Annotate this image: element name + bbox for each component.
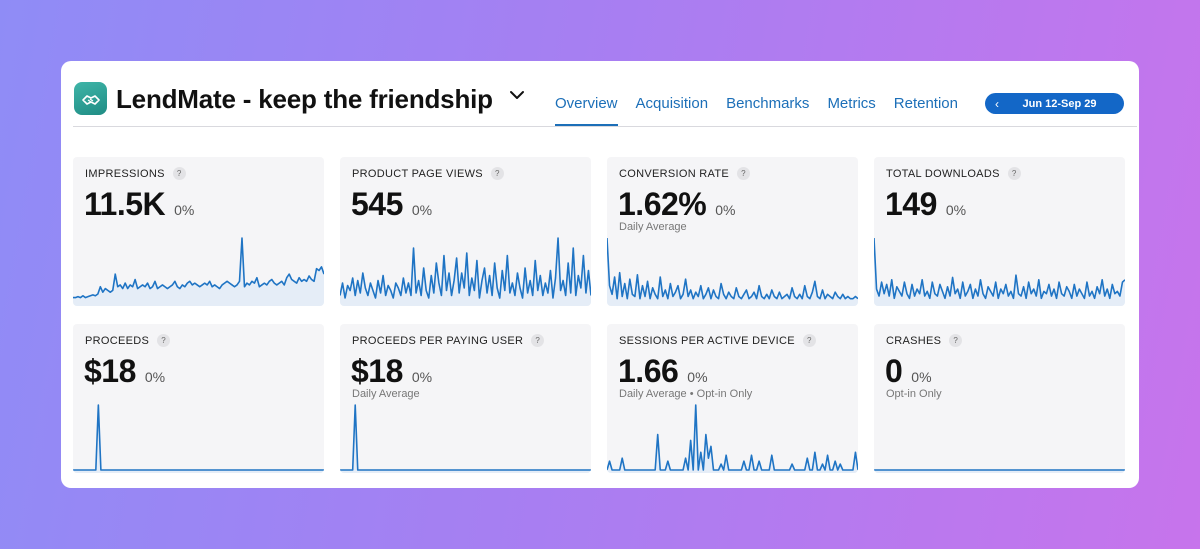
metric-change: 0% <box>411 369 433 385</box>
header: LendMate - keep the friendship Overview … <box>61 61 1139 127</box>
metric-title: PROCEEDS PER PAYING USER <box>352 334 524 347</box>
sparkline-area <box>340 405 591 473</box>
sparkline-line <box>73 238 324 298</box>
sparkline-area <box>73 405 324 473</box>
help-icon[interactable]: ? <box>531 334 545 347</box>
tab-bar: Overview Acquisition Benchmarks Metrics … <box>555 95 976 126</box>
sparkline-line <box>340 405 591 470</box>
sparkline-chart <box>607 401 858 473</box>
metric-subtitle: Daily Average <box>619 221 687 233</box>
sparkline-line <box>874 238 1125 298</box>
metric-value: 545 <box>351 186 403 222</box>
metric-title: IMPRESSIONS <box>85 167 165 180</box>
chevron-down-icon[interactable] <box>509 89 525 101</box>
metric-subtitle: Opt-in Only <box>886 388 942 400</box>
app-title: LendMate - keep the friendship <box>116 84 493 114</box>
help-icon[interactable]: ? <box>157 334 171 347</box>
metric-change: 0% <box>911 369 932 385</box>
sparkline-chart <box>607 234 858 306</box>
sparkline-line <box>73 405 324 470</box>
help-icon[interactable]: ? <box>490 167 504 180</box>
metric-value: 11.5K <box>84 186 166 222</box>
metric-card-product-page-views[interactable]: PRODUCT PAGE VIEWS? 545 0% <box>340 157 591 306</box>
help-icon[interactable]: ? <box>172 167 186 180</box>
sparkline-chart <box>340 401 591 473</box>
sparkline-area <box>607 405 858 473</box>
sparkline-area <box>874 238 1125 306</box>
metric-value: $18 <box>351 353 403 389</box>
metric-title: PROCEEDS <box>85 334 150 347</box>
metric-title: PRODUCT PAGE VIEWS <box>352 167 483 180</box>
metric-change: 0% <box>945 202 967 218</box>
metric-title: CRASHES <box>886 334 942 347</box>
sparkline-chart <box>73 401 324 473</box>
tab-acquisition[interactable]: Acquisition <box>635 95 709 112</box>
sparkline-line <box>340 238 591 298</box>
date-range-selector[interactable]: ‹ Jun 12-Sep 29 <box>985 93 1124 114</box>
metric-title: TOTAL DOWNLOADS <box>886 167 1000 180</box>
header-divider <box>73 126 1137 127</box>
metric-card-sessions-per-active-device[interactable]: SESSIONS PER ACTIVE DEVICE? 1.66 0% Daily… <box>607 324 858 473</box>
metric-card-total-downloads[interactable]: TOTAL DOWNLOADS? 149 0% <box>874 157 1125 306</box>
sparkline-area <box>73 238 324 306</box>
app-icon <box>74 82 107 115</box>
metric-card-crashes[interactable]: CRASHES? 0 0% Opt-in Only <box>874 324 1125 473</box>
metric-value: 0 <box>885 353 903 389</box>
tab-metrics[interactable]: Metrics <box>827 95 876 112</box>
metric-value: 1.66 <box>618 353 679 389</box>
sparkline-line <box>607 238 858 299</box>
date-range-label: Jun 12-Sep 29 <box>1022 97 1097 110</box>
app-analytics-window: LendMate - keep the friendship Overview … <box>61 61 1139 488</box>
help-icon[interactable]: ? <box>802 334 816 347</box>
metric-change: 0% <box>715 202 736 218</box>
metric-card-conversion-rate[interactable]: CONVERSION RATE? 1.62% 0% Daily Average <box>607 157 858 306</box>
metric-change: 0% <box>687 369 708 385</box>
help-icon[interactable]: ? <box>1007 167 1021 180</box>
metric-change: 0% <box>411 202 433 218</box>
metric-change: 0% <box>144 369 166 385</box>
help-icon[interactable]: ? <box>949 334 963 347</box>
metric-value: 1.62% <box>618 186 707 222</box>
metric-value: $18 <box>84 353 136 389</box>
metric-value: 149 <box>885 186 937 222</box>
tab-benchmarks[interactable]: Benchmarks <box>726 95 810 112</box>
metric-change: 0% <box>174 202 195 218</box>
metric-subtitle: Daily Average • Opt-in Only <box>619 388 753 400</box>
metric-title: CONVERSION RATE <box>619 167 730 180</box>
tab-retention[interactable]: Retention <box>893 95 958 112</box>
metric-subtitle: Daily Average <box>352 388 420 400</box>
sparkline-chart <box>874 234 1125 306</box>
metric-card-proceeds-per-paying-user[interactable]: PROCEEDS PER PAYING USER? $18 0% Daily Av… <box>340 324 591 473</box>
tab-overview[interactable]: Overview <box>555 95 618 126</box>
metric-card-proceeds[interactable]: PROCEEDS? $18 0% <box>73 324 324 473</box>
sparkline-chart <box>73 234 324 306</box>
sparkline-line <box>607 405 858 470</box>
chevron-left-icon[interactable]: ‹ <box>995 96 999 111</box>
metric-card-impressions[interactable]: IMPRESSIONS? 11.5K 0% <box>73 157 324 306</box>
sparkline-chart <box>874 401 1125 473</box>
sparkline-chart <box>340 234 591 306</box>
help-icon[interactable]: ? <box>737 167 751 180</box>
handshake-icon <box>81 94 100 105</box>
metric-title: SESSIONS PER ACTIVE DEVICE <box>619 334 795 347</box>
